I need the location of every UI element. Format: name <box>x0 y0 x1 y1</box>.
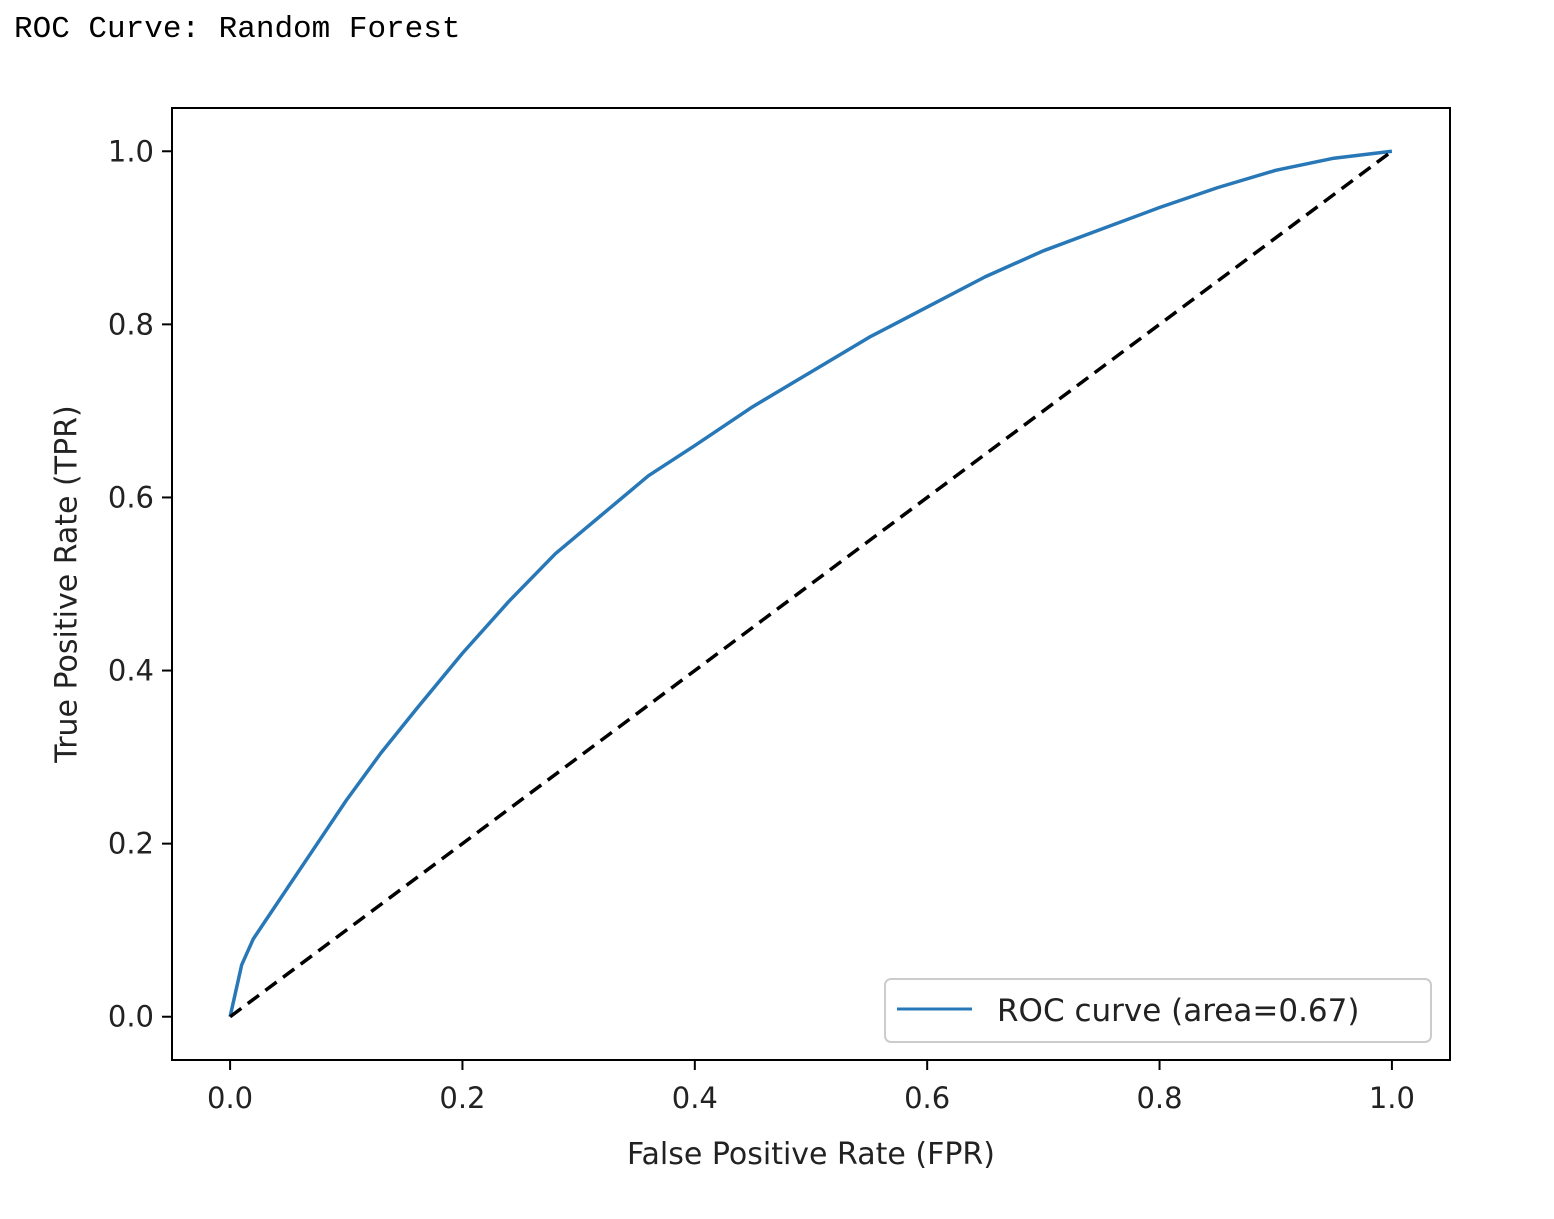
x-tick-label: 1.0 <box>1369 1081 1415 1115</box>
x-tick-label: 0.2 <box>439 1081 485 1115</box>
x-axis-label: False Positive Rate (FPR) <box>627 1137 995 1172</box>
diagonal-reference-line <box>229 149 1393 1019</box>
y-tick-label: 0.0 <box>108 1000 154 1034</box>
y-tick-label: 0.8 <box>108 307 154 341</box>
x-tick-label: 0.6 <box>904 1081 950 1115</box>
y-tick-label: 0.4 <box>108 654 154 688</box>
legend-box <box>884 978 1432 1043</box>
lines-layer <box>228 149 1393 1019</box>
x-tick-label: 0.8 <box>1136 1081 1182 1115</box>
ticks-layer: 0.0 0.2 0.4 0.6 0.8 1.0 0.0 0.2 0.4 0.6 0.8 1.0 <box>108 134 1415 1115</box>
y-axis-label: True Positive Rate (TPR) <box>50 405 85 763</box>
y-tick-label: 0.2 <box>108 827 154 861</box>
x-tick-label: 0.4 <box>672 1081 718 1115</box>
x-tick-label: 0.0 <box>207 1081 253 1115</box>
roc-curve-line <box>228 149 1393 1018</box>
legend-entry-roc: ROC curve (area=0.67) <box>997 993 1359 1029</box>
page-title: ROC Curve: Random Forest <box>14 12 461 47</box>
plot-frame <box>171 107 1451 1061</box>
y-tick-label: 1.0 <box>108 134 154 168</box>
y-tick-label: 0.6 <box>108 480 154 514</box>
legend: ROC curve (area=0.67) <box>884 978 1432 1043</box>
